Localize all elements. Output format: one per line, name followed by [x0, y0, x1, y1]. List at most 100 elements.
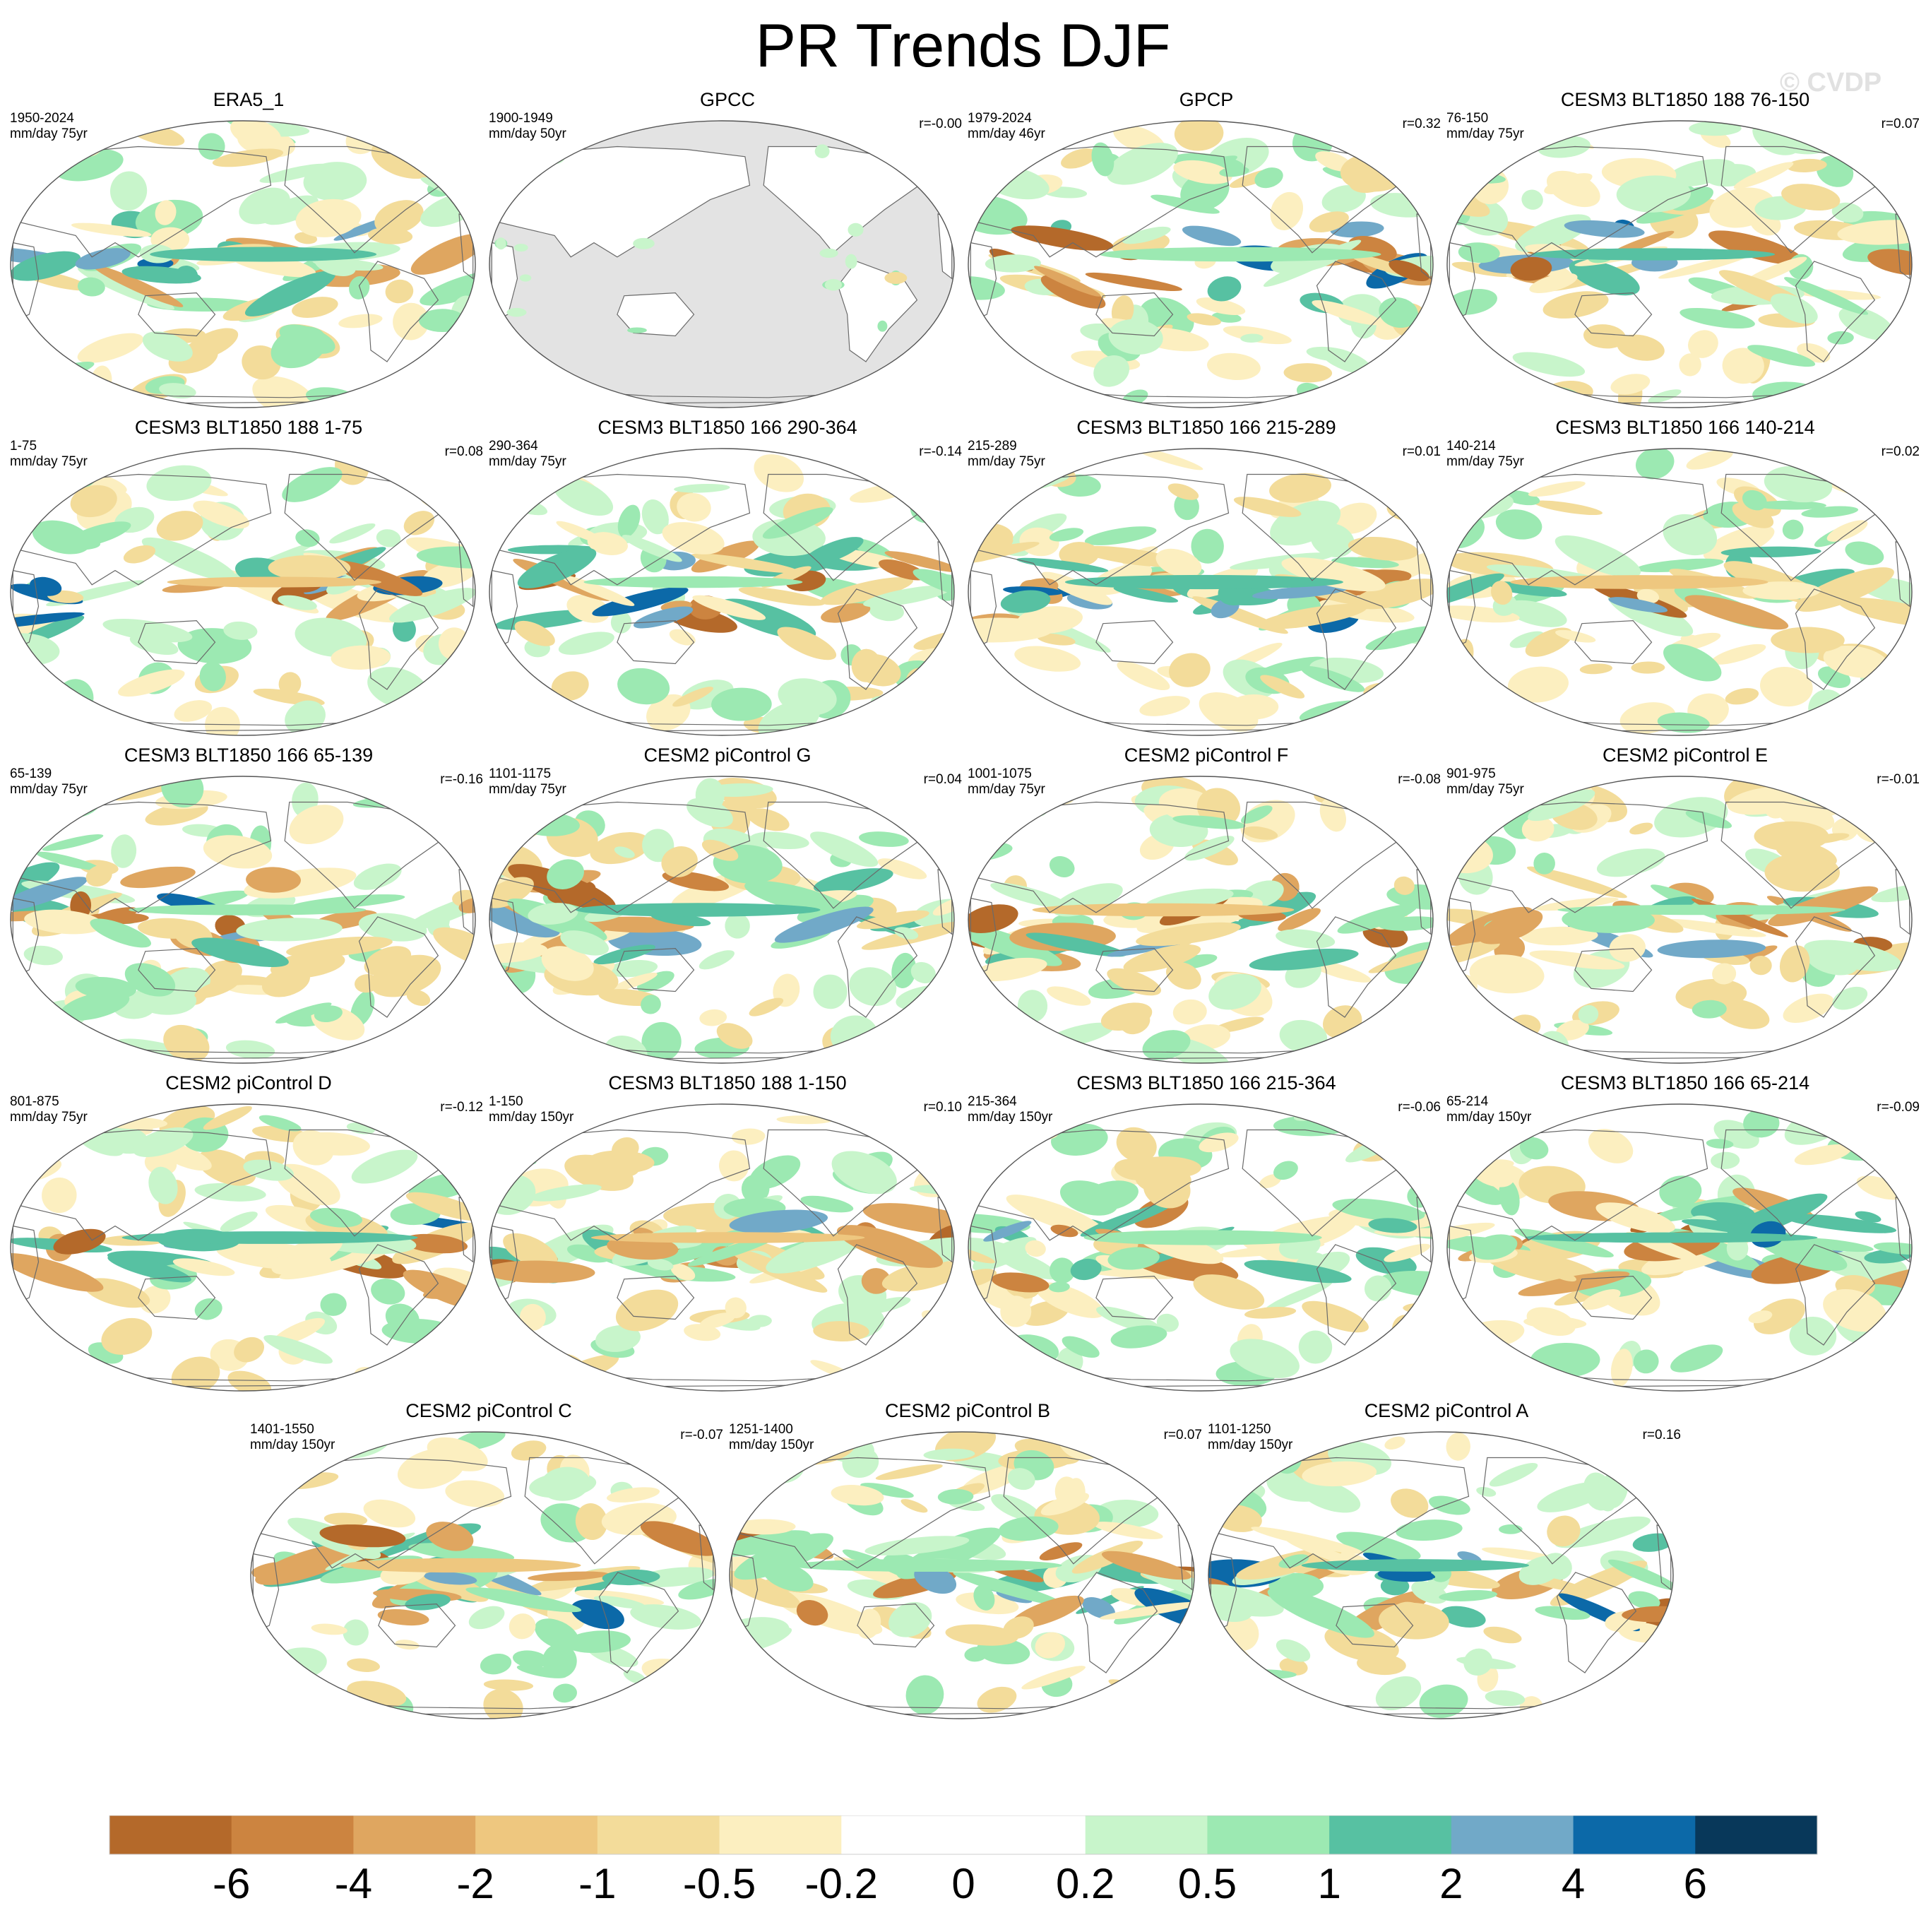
panel-title: CESM2 piControl D — [165, 1072, 332, 1094]
panel-units: mm/day 75yr — [10, 782, 88, 797]
colorbar-swatch — [597, 1815, 720, 1854]
panel-units: mm/day 46yr — [968, 126, 1045, 141]
map-panel: CESM2 piControl B 1251-1400 mm/day 150yr r=… — [727, 1399, 1208, 1724]
map-field — [1446, 448, 1913, 736]
map-panel: CESM3 BLT1850 188 1-150 1-150 mm/day 150yr… — [487, 1071, 968, 1396]
pattern-correlation: r=0.16 — [1642, 1428, 1681, 1442]
panel-years: 290-364 — [489, 439, 538, 454]
panel-title: CESM3 BLT1850 166 215-364 — [1076, 1072, 1336, 1094]
map-field — [10, 120, 476, 408]
map-panel: CESM3 BLT1850 166 140-214 140-214 mm/day 7… — [1445, 415, 1925, 740]
panel-title: CESM2 piControl A — [1364, 1400, 1529, 1421]
colorbar-tick-label: -2 — [456, 1860, 494, 1907]
panel-units: mm/day 75yr — [489, 454, 566, 469]
panel-units: mm/day 150yr — [1208, 1438, 1293, 1452]
panel-title: CESM3 BLT1850 188 1-75 — [134, 417, 363, 438]
colorbar-swatch — [1573, 1815, 1696, 1854]
pattern-correlation: r=-0.16 — [440, 772, 483, 787]
panel-units: mm/day 75yr — [10, 1110, 88, 1125]
colorbar-swatch — [475, 1815, 598, 1854]
map-field — [10, 776, 476, 1064]
pattern-correlation: r=-0.01 — [1877, 772, 1920, 787]
map-field — [968, 776, 1434, 1064]
colorbar-tick-label: -1 — [578, 1860, 616, 1907]
map-panel: CESM2 piControl G 1101-1175 mm/day 75yr r=0… — [487, 743, 968, 1068]
colorbar-tick-label: 4 — [1562, 1860, 1585, 1907]
colorbar-swatch — [719, 1815, 842, 1854]
panel-units: mm/day 50yr — [489, 126, 566, 141]
panel-title: CESM3 BLT1850 166 215-289 — [1076, 417, 1336, 438]
map-panel: CESM2 piControl A 1101-1250 mm/day 150yr r=… — [1206, 1399, 1687, 1724]
colorbar-tick-label: -4 — [335, 1860, 372, 1907]
colorbar-tick-label: 0.5 — [1178, 1860, 1237, 1907]
map-field — [729, 1431, 1195, 1719]
panel-units: mm/day 75yr — [10, 126, 88, 141]
panel-years: 1-75 — [10, 439, 37, 454]
panel-title: CESM2 piControl F — [1124, 745, 1289, 766]
pattern-correlation: r=0.08 — [444, 444, 483, 459]
colorbar-tick-label: -0.5 — [683, 1860, 756, 1907]
pattern-correlation: r=-0.14 — [919, 444, 962, 459]
panel-units: mm/day 75yr — [1446, 454, 1524, 469]
panel-years: 801-875 — [10, 1094, 59, 1109]
map-field — [1446, 776, 1913, 1064]
map-panel: CESM3 BLT1850 166 215-364 215-364 mm/day 1… — [966, 1071, 1446, 1396]
figure-title: PR Trends DJF — [755, 12, 1171, 80]
panel-units: mm/day 150yr — [489, 1110, 574, 1125]
panel-title: CESM3 BLT1850 188 1-150 — [608, 1072, 847, 1094]
panel-years: 1251-1400 — [729, 1422, 793, 1437]
cvdp-credit: © CVDP — [1780, 68, 1882, 97]
map-panel: CESM3 BLT1850 188 76-150 76-150 mm/day 75y… — [1445, 88, 1925, 413]
pattern-correlation: r=-0.07 — [680, 1428, 723, 1442]
colorbar-tick-label: -0.2 — [805, 1860, 878, 1907]
pattern-correlation: r=0.01 — [1402, 444, 1441, 459]
panel-units: mm/day 75yr — [968, 454, 1045, 469]
pattern-correlation: r=-0.09 — [1877, 1100, 1920, 1115]
panel-title: GPCP — [1179, 89, 1234, 110]
panel-years: 76-150 — [1446, 111, 1489, 126]
panel-title: CESM3 BLT1850 188 76-150 — [1560, 89, 1810, 110]
map-panel: CESM2 piControl F 1001-1075 mm/day 75yr r=-… — [966, 743, 1446, 1068]
panel-years: 65-139 — [10, 766, 52, 781]
panel-years: 1101-1175 — [489, 766, 552, 781]
panel-title: ERA5_1 — [213, 89, 285, 110]
map-field — [489, 776, 955, 1064]
panel-years: 1-150 — [489, 1094, 523, 1109]
map-panel: CESM2 piControl E 901-975 mm/day 75yr r=-0.… — [1445, 743, 1925, 1068]
map-panel: CESM2 piControl C 1401-1550 mm/day 150yr r=… — [249, 1399, 729, 1724]
panel-units: mm/day 150yr — [1446, 1110, 1532, 1125]
map-field — [968, 448, 1434, 736]
map-field — [489, 448, 955, 736]
panel-title: CESM3 BLT1850 166 290-364 — [598, 417, 857, 438]
panel-years: 1101-1250 — [1208, 1422, 1271, 1437]
panel-title: CESM2 piControl B — [884, 1400, 1051, 1421]
panel-years: 1401-1550 — [250, 1422, 314, 1437]
colorbar-tick-label: 6 — [1684, 1860, 1707, 1907]
panel-title: GPCC — [699, 89, 755, 110]
panel-years: 215-289 — [968, 439, 1017, 454]
map-field — [1208, 1431, 1674, 1719]
map-panel: CESM2 piControl D 801-875 mm/day 75yr r=-0.… — [8, 1071, 489, 1396]
map-field — [1446, 1103, 1913, 1392]
pattern-correlation: r=0.07 — [1881, 117, 1920, 131]
map-panel: ERA5_1 1950-2024 mm/day 75yr — [8, 88, 489, 413]
colorbar-swatch — [1329, 1815, 1452, 1854]
panel-units: mm/day 75yr — [968, 782, 1045, 797]
map-field — [250, 1431, 716, 1719]
map-field — [968, 120, 1434, 408]
panel-units: mm/day 150yr — [250, 1438, 335, 1452]
panel-title: CESM2 piControl G — [643, 745, 812, 766]
panel-years: 140-214 — [1446, 439, 1496, 454]
panel-units: mm/day 150yr — [729, 1438, 814, 1452]
panel-units: mm/day 75yr — [489, 782, 566, 797]
panel-years: 901-975 — [1446, 766, 1496, 781]
map-panel: GPCC 1900-1949 mm/day 50yr r=-0.00 — [487, 88, 968, 413]
pattern-correlation: r=-0.00 — [919, 117, 962, 131]
colorbar-swatch — [353, 1815, 476, 1854]
colorbar-swatch — [963, 1815, 1086, 1854]
panel-units: mm/day 150yr — [968, 1110, 1053, 1125]
pattern-correlation: r=-0.12 — [440, 1100, 483, 1115]
panel-title: CESM2 piControl C — [405, 1400, 572, 1421]
panel-title: CESM3 BLT1850 166 140-214 — [1555, 417, 1815, 438]
map-panel: CESM3 BLT1850 166 65-214 65-214 mm/day 150… — [1445, 1071, 1925, 1396]
